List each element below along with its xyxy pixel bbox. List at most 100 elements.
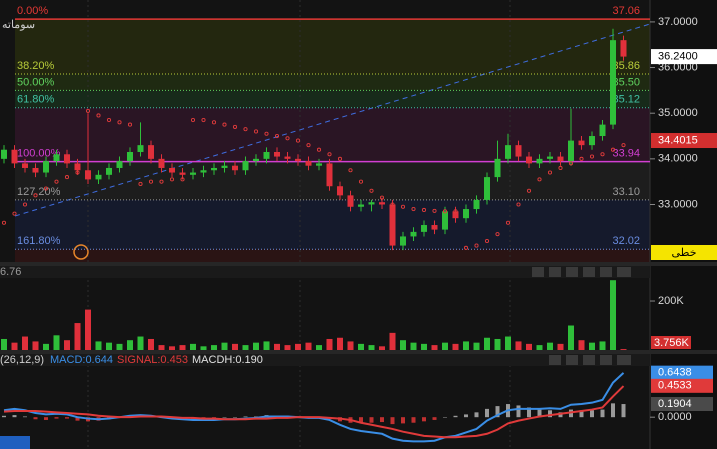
volume-bar (169, 346, 175, 350)
sar-dot (358, 179, 364, 184)
toolbar-button[interactable] (549, 267, 561, 277)
signal-icon[interactable] (73, 244, 89, 260)
sar-dot (169, 177, 175, 182)
sar-dot (295, 138, 301, 143)
histogram-bar (453, 415, 458, 418)
volume-bar (53, 335, 60, 350)
volume-bar (32, 341, 39, 350)
sar-dot (442, 209, 448, 214)
volume-bar (211, 345, 217, 350)
sar-dot (22, 202, 28, 207)
candle-body (410, 231, 417, 237)
price-marker-label: 34.4015 (658, 134, 698, 146)
fib-label: 161.80% (17, 235, 61, 247)
sar-dot (264, 131, 269, 136)
toolbar-button[interactable] (549, 355, 561, 365)
candle-body (358, 204, 364, 207)
sar-dot (495, 232, 500, 237)
candle-body (1, 149, 7, 159)
volume-bar (22, 336, 28, 350)
volume-bar (95, 341, 102, 350)
histogram-bar (33, 417, 38, 420)
sar-dot (505, 220, 511, 225)
sar-dot (201, 117, 206, 123)
sar-dot (316, 147, 322, 152)
toolbar-button[interactable] (583, 267, 595, 277)
candle-body (179, 172, 186, 175)
corner-button[interactable] (0, 436, 30, 449)
candle-body (494, 158, 501, 178)
sar-dot (232, 124, 238, 129)
candle-body (253, 158, 259, 162)
candle-body (284, 156, 291, 159)
fib-price-label: 33.10 (612, 186, 640, 198)
macd-toolbar[interactable] (549, 355, 631, 365)
toolbar-button[interactable] (600, 267, 612, 277)
candle-body (221, 165, 228, 168)
volume-bar (326, 338, 333, 350)
candle-body (389, 204, 396, 246)
candle-body (536, 158, 543, 164)
volume-bar (305, 342, 312, 350)
sar-dot (568, 161, 574, 166)
candle-body (599, 124, 606, 137)
sar-dot (54, 179, 59, 184)
toolbar-button[interactable] (617, 355, 631, 365)
volume-toolbar[interactable] (532, 267, 631, 277)
legend-entry: SIGNAL:0.453 (117, 354, 188, 366)
sar-dot (558, 165, 563, 171)
candle-body (32, 167, 39, 173)
histogram-bar (590, 410, 594, 418)
toolbar-button[interactable] (583, 355, 595, 365)
volume-bar (421, 343, 427, 350)
histogram-bar (569, 409, 573, 418)
volume-bar (127, 340, 133, 350)
histogram-bar (537, 409, 542, 418)
volume-bar (379, 346, 385, 350)
sar-dot (253, 129, 259, 134)
histogram-bar (359, 417, 363, 423)
toolbar-button[interactable] (566, 355, 578, 365)
candle-body (515, 145, 522, 157)
candle-body (368, 202, 375, 205)
sar-dot (180, 177, 185, 182)
candle-body (95, 174, 102, 180)
candle-body (11, 149, 18, 164)
toolbar-button[interactable] (566, 267, 578, 277)
badge-box[interactable] (651, 245, 717, 260)
volume-bar (64, 340, 70, 350)
sar-dot (96, 113, 101, 118)
histogram-bar (621, 404, 626, 418)
header-text: سوماته (2, 19, 35, 31)
panel-header (0, 354, 650, 366)
candle-body (442, 211, 448, 230)
candle-body (431, 225, 438, 230)
histogram-bar (222, 417, 227, 418)
plot: 0.00% 37.06 38.20% 35.86 50.00% 35.50 61.80% 35… (0, 5, 717, 443)
sar-dot (1, 220, 7, 225)
histogram-bar (611, 403, 615, 418)
toolbar-button[interactable] (617, 267, 631, 277)
sar-dot (211, 120, 217, 125)
sar-dot (274, 133, 280, 139)
fib-zone (15, 107, 650, 162)
histogram-bar (75, 417, 80, 421)
sar-dot (600, 152, 605, 157)
sar-dot (474, 243, 479, 248)
volume-bar (610, 280, 616, 350)
toolbar-button[interactable] (532, 267, 544, 277)
histogram-bar (527, 407, 531, 418)
fib-price-label: 35.50 (612, 76, 640, 88)
sar-dot (159, 179, 164, 184)
candle-body (74, 163, 81, 171)
sar-dot (463, 245, 469, 250)
volume-bar (599, 341, 606, 350)
candle-body (53, 154, 60, 162)
toolbar-button[interactable] (600, 355, 612, 365)
histogram-bar (254, 416, 258, 418)
sar-dot (306, 143, 311, 148)
fib-price-label: 37.06 (612, 5, 640, 17)
histogram-bar (243, 416, 248, 418)
candle-body (400, 236, 406, 246)
badge-text: خطى (672, 247, 697, 259)
